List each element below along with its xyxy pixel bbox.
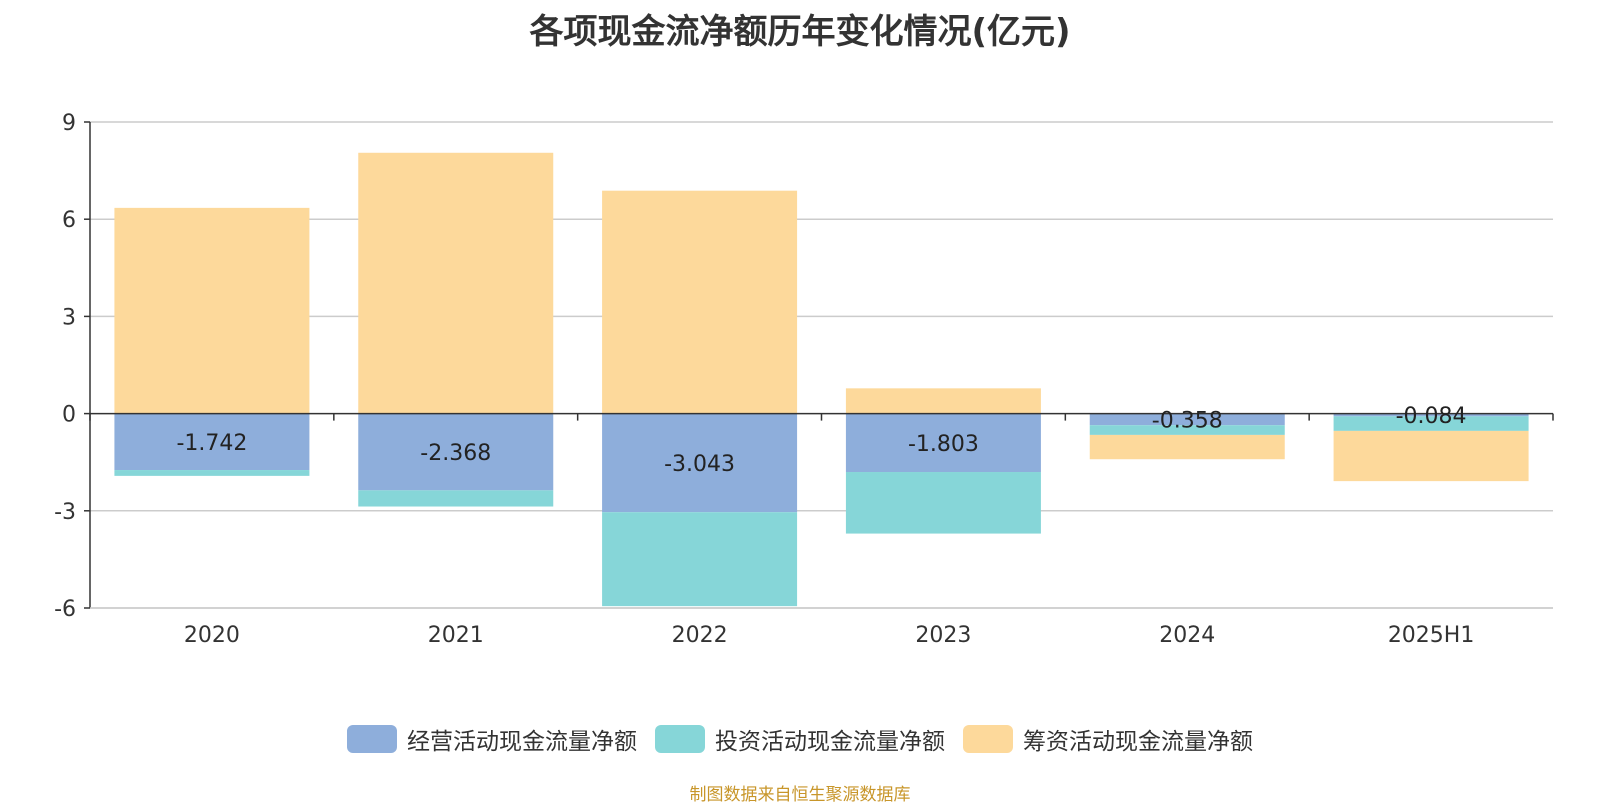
legend-label: 投资活动现金流量净额 xyxy=(715,729,945,755)
bar-segment xyxy=(845,413,1041,473)
bar-segment xyxy=(114,413,310,471)
y-tick-label: 6 xyxy=(62,208,76,233)
x-tick-label: 2022 xyxy=(672,623,728,648)
bar-segment xyxy=(1089,434,1285,460)
chart-legend: 经营活动现金流量净额 投资活动现金流量净额 筹资活动现金流量净额 xyxy=(0,722,1600,756)
y-tick-label: 9 xyxy=(62,111,76,136)
bar-segment xyxy=(114,207,310,414)
chart-title: 各项现金流净额历年变化情况(亿元) xyxy=(529,12,1071,52)
chart-plot: 9 6 3 0 -3 -6 2020 2021 2022 2023 2024 2025H1 -1.742… xyxy=(54,111,1554,648)
bar-segment xyxy=(1089,413,1285,426)
data-label: -3.043 xyxy=(664,452,735,477)
bar-segment xyxy=(602,512,798,607)
data-label: -2.368 xyxy=(420,441,491,466)
bar-segment xyxy=(1089,425,1285,435)
x-tick-label: 2020 xyxy=(184,623,240,648)
legend-swatch xyxy=(963,725,1013,753)
data-label: -1.742 xyxy=(176,431,247,456)
bar-segment xyxy=(845,388,1041,414)
y-tick-label: -3 xyxy=(54,500,76,525)
x-tick-label: 2021 xyxy=(428,623,484,648)
x-tick-label: 2023 xyxy=(915,623,971,648)
y-tick-label: 0 xyxy=(62,403,76,428)
x-tick-label: 2025H1 xyxy=(1388,623,1475,648)
bar-segment xyxy=(845,472,1041,534)
legend-item[interactable]: 筹资活动现金流量净额 xyxy=(963,722,1253,756)
bar-segment xyxy=(602,190,798,414)
bar-segment xyxy=(1333,416,1529,431)
bar-segment xyxy=(1333,413,1529,417)
legend-swatch xyxy=(655,725,705,753)
source-note: 制图数据来自恒生聚源数据库 xyxy=(689,785,911,805)
bar-segment xyxy=(358,413,554,491)
bar-segment xyxy=(358,490,554,507)
data-label: -0.084 xyxy=(1396,404,1467,429)
legend-item[interactable]: 投资活动现金流量净额 xyxy=(655,722,945,756)
y-tick-label: 3 xyxy=(62,305,76,330)
bar-segment xyxy=(114,470,310,476)
data-label: -1.803 xyxy=(908,432,979,457)
x-tick-label: 2024 xyxy=(1159,623,1215,648)
legend-item[interactable]: 经营活动现金流量净额 xyxy=(347,722,637,756)
bar-segment xyxy=(358,152,554,414)
bar-segment xyxy=(602,413,798,513)
bar-segment xyxy=(1333,430,1529,482)
legend-swatch xyxy=(347,725,397,753)
legend-label: 经营活动现金流量净额 xyxy=(407,729,637,755)
legend-label: 筹资活动现金流量净额 xyxy=(1023,729,1253,755)
data-label: -0.358 xyxy=(1152,408,1223,433)
y-tick-label: -6 xyxy=(54,597,76,622)
